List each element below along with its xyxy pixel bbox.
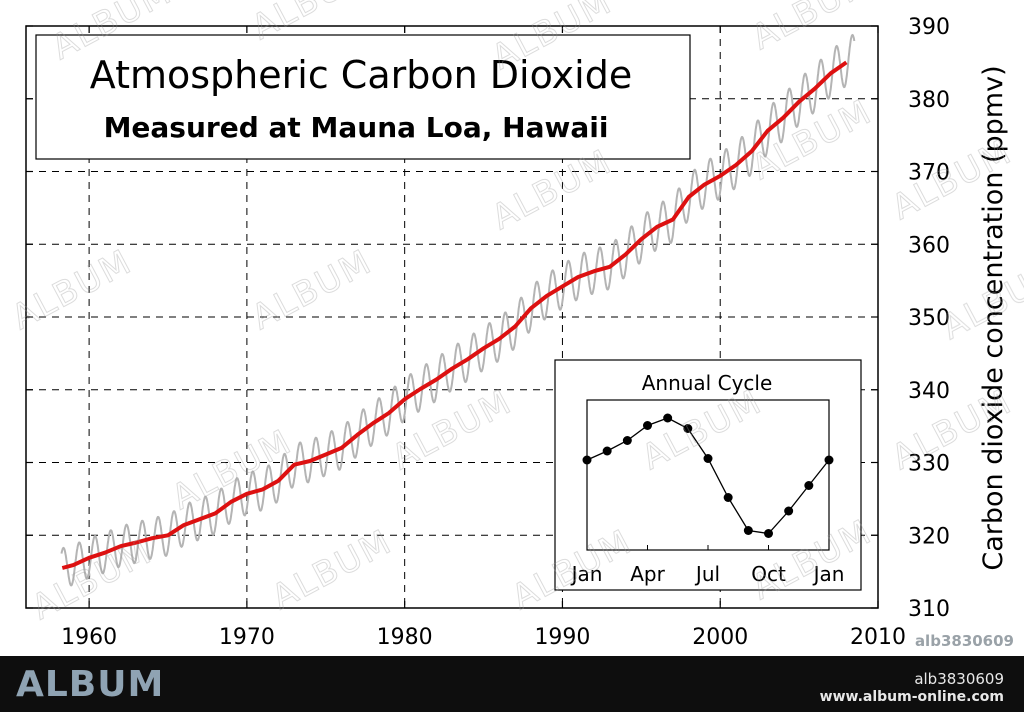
chart-title: Atmospheric Carbon Dioxide	[90, 53, 632, 97]
corner-image-id: alb3830609	[914, 632, 1014, 650]
inset-cycle-points	[582, 413, 834, 538]
y-tick-label: 390	[908, 15, 950, 40]
x-axis-ticks: 1960 1970 1980 1990 2000 2010	[61, 26, 906, 650]
inset-point	[804, 481, 814, 490]
inset-point	[743, 526, 753, 535]
title-box: Atmospheric Carbon Dioxide Measured at M…	[35, 34, 691, 160]
inset-tick-label: Jul	[694, 562, 720, 586]
x-tick-label: 2000	[692, 625, 748, 650]
footer-image-id: alb3830609	[914, 670, 1004, 688]
inset-tick-label: Apr	[630, 562, 665, 586]
y-tick-label: 360	[908, 233, 950, 258]
inset-tick-label: Oct	[751, 562, 786, 586]
footer-bar: ALBUM alb3830609 www.album-online.com	[0, 656, 1024, 712]
y-tick-label: 320	[908, 524, 950, 549]
inset-tick-label: Jan	[570, 562, 603, 586]
inset-point	[602, 446, 612, 456]
y-axis-ticks: 310 320 330 340 350 360 370 380 390	[26, 15, 950, 622]
inset-plot-area	[586, 399, 830, 551]
y-tick-label: 380	[908, 88, 950, 113]
inset-point	[683, 424, 693, 433]
inset-point	[663, 413, 673, 423]
x-tick-label: 1980	[377, 625, 433, 650]
inset-point	[622, 436, 632, 445]
inset-point	[784, 506, 794, 516]
y-tick-label: 370	[908, 161, 950, 186]
title-box-frame	[35, 34, 691, 160]
inset-point	[643, 421, 652, 430]
x-tick-label: 1960	[61, 625, 117, 650]
chart-subtitle: Measured at Mauna Loa, Hawaii	[104, 111, 609, 144]
x-tick-label: 2010	[850, 625, 906, 650]
inset-point	[824, 455, 834, 465]
x-tick-label: 1990	[534, 625, 590, 650]
y-tick-label: 350	[908, 306, 950, 331]
y-tick-label: 330	[908, 452, 950, 477]
y-tick-label: 340	[908, 379, 950, 404]
inset-title: Annual Cycle	[642, 371, 773, 395]
x-tick-label: 1970	[219, 625, 275, 650]
y-axis-label: Carbon dioxide concentration (ppmv)	[978, 65, 1009, 570]
inset-point	[764, 529, 773, 538]
footer-url-link[interactable]: www.album-online.com	[819, 689, 1004, 705]
album-logo: ALBUM	[16, 664, 165, 705]
inset-x-ticks: Jan Apr Jul Oct Jan	[570, 545, 845, 586]
inset-annual-cycle: Annual Cycle Jan Apr Jul Oct Jan	[554, 359, 862, 591]
annual-trend-series	[61, 60, 848, 570]
inset-point	[723, 493, 733, 502]
inset-tick-label: Jan	[812, 562, 845, 586]
y-tick-label: 310	[908, 597, 950, 622]
inset-point	[703, 454, 713, 463]
inset-point	[582, 455, 592, 465]
